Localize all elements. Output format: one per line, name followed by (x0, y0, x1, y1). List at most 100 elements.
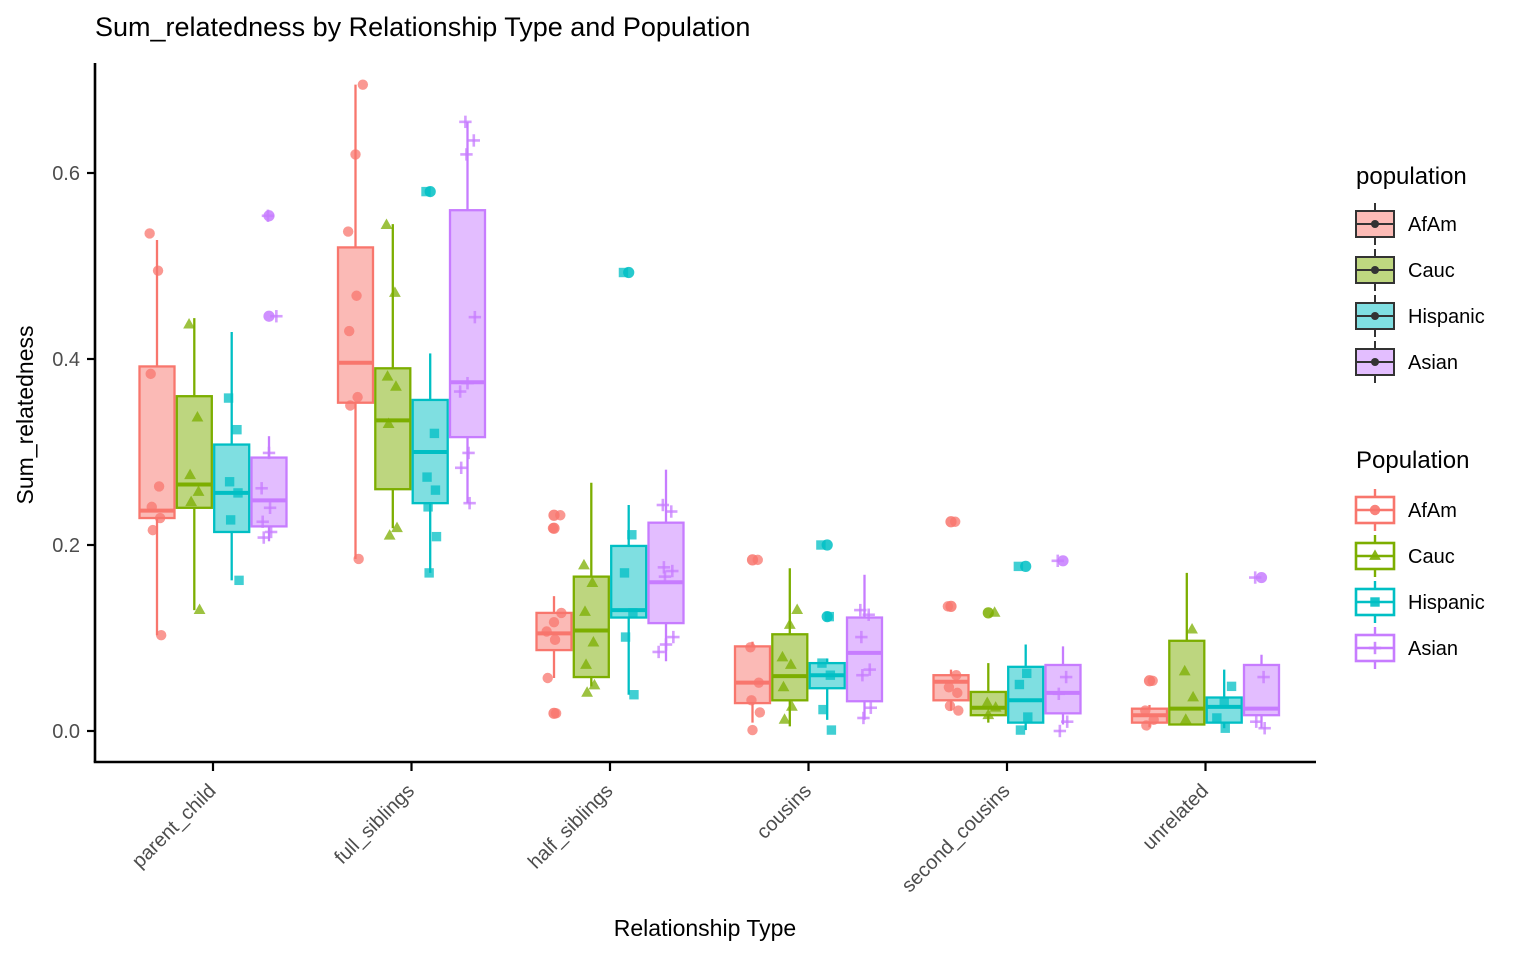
legend-color-item-AfAm: AfAm (1354, 489, 1457, 531)
chart-title: Sum_relatedness by Relationship Type and… (95, 12, 751, 42)
jitter-point (350, 149, 361, 160)
legend-fill-label: AfAm (1408, 214, 1457, 236)
jitter-point (270, 310, 283, 323)
x-axis-title: Relationship Type (613, 915, 797, 941)
jitter-point (776, 650, 789, 662)
jitter-point (1186, 623, 1198, 634)
jitter-point (381, 370, 394, 381)
x-tick-label-parent_child: parent_child (128, 780, 221, 873)
jitter-point (1250, 715, 1263, 728)
jitter-point (944, 700, 956, 712)
jitter-point (1061, 715, 1074, 728)
jitter-point (667, 630, 680, 644)
boxplot-Asian-half_siblings (647, 469, 685, 662)
jitter-point (459, 115, 472, 129)
jitter-point (1052, 687, 1065, 700)
jitter-point (579, 605, 591, 616)
jitter-point (783, 618, 796, 629)
square-icon (1370, 597, 1380, 607)
jitter-point (1220, 723, 1230, 733)
jitter-point (857, 711, 870, 725)
jitter-point (989, 701, 1002, 712)
legend-fill-title: population (1356, 163, 1467, 190)
x-tick-label-unrelated: unrelated (1139, 780, 1214, 855)
jitter-point (152, 265, 164, 276)
boxplot-AfAm-cousins (733, 554, 772, 723)
jitter-point (257, 531, 270, 544)
jitter-point (1141, 720, 1152, 731)
y-tick-label: 0.6 (52, 163, 80, 185)
jitter-point (461, 376, 474, 390)
boxplot-Hispanic-cousins (808, 539, 846, 720)
jitter-point (855, 630, 868, 644)
jitter-point (423, 502, 433, 512)
jitter-point (264, 525, 278, 539)
jitter-point (953, 705, 964, 716)
jitter-point (184, 468, 196, 480)
jitter-point (262, 446, 276, 460)
legend-color-item-Cauc: Cauc (1354, 535, 1455, 577)
jitter-point (345, 400, 356, 411)
jitter-point (383, 529, 396, 540)
boxplot-Cauc-parent_child (175, 318, 213, 611)
legend-fill-item-AfAm: AfAm (1355, 203, 1457, 245)
jitter-point (1226, 681, 1237, 692)
boxplot-Hispanic-half_siblings (610, 266, 648, 695)
legend-fill-label: Hispanic (1408, 306, 1485, 328)
jitter-point (389, 286, 401, 297)
jitter-point (778, 713, 791, 724)
boxplot-Asian-parent_child (250, 210, 288, 542)
jitter-point (185, 495, 198, 507)
jitter-point (950, 516, 961, 527)
jitter-point (547, 523, 559, 534)
jitter-point (1022, 668, 1032, 679)
jitter-point (588, 678, 601, 690)
jitter-point (658, 570, 672, 583)
jitter-point (863, 663, 876, 676)
jitter-point (752, 554, 763, 566)
legend-color-label: Hispanic (1408, 592, 1485, 614)
jitter-point (628, 608, 638, 618)
boxplot-Cauc-cousins (771, 568, 809, 727)
jitter-point (1023, 712, 1033, 722)
x-tick-label-half_siblings: half_siblings (524, 780, 617, 873)
jitter-point (255, 482, 268, 495)
jitter-point (981, 696, 994, 707)
jitter-point (746, 695, 757, 706)
jitter-point (224, 477, 235, 487)
jitter-point (153, 481, 165, 492)
jitter-point (1249, 571, 1262, 584)
boxplot-AfAm-full_siblings (336, 84, 375, 559)
boxplot-Asian-cousins (845, 574, 884, 720)
jitter-point (786, 700, 798, 711)
jitter-point (1014, 679, 1025, 690)
legend-population-fill: population AfAm Cauc Hispanic Asian (1355, 163, 1485, 383)
jitter-point (1059, 670, 1073, 684)
jitter-layer-Cauc (183, 218, 1199, 724)
legend-fill-item-Asian: Asian (1355, 341, 1458, 383)
jitter-point (854, 603, 867, 617)
jitter-point (147, 524, 158, 536)
legend-color-item-Hispanic: Hispanic (1354, 581, 1485, 623)
jitter-point (824, 611, 834, 622)
jitter-point (1013, 561, 1024, 572)
jitter-point (1212, 713, 1222, 723)
jitter-layer-AfAm (144, 79, 1159, 736)
legend-fill-item-Hispanic: Hispanic (1355, 295, 1485, 337)
jitter-point (233, 488, 243, 498)
x-tick-label-cousins: cousins (753, 780, 817, 844)
jitter-point (453, 385, 467, 398)
jitter-point (652, 645, 665, 659)
jitter-point (826, 725, 837, 735)
legend-fill-label: Asian (1408, 352, 1458, 374)
jitter-point (864, 701, 877, 714)
legend-color-item-Asian: Asian (1354, 627, 1458, 669)
jitter-point (1015, 725, 1026, 735)
jitter-point (352, 391, 363, 403)
jitter-point (225, 515, 236, 525)
jitter-point (777, 680, 790, 692)
jitter-point (656, 498, 670, 512)
jitter-point (549, 634, 561, 646)
series-Cauc (175, 224, 1206, 727)
jitter-point (463, 496, 476, 510)
